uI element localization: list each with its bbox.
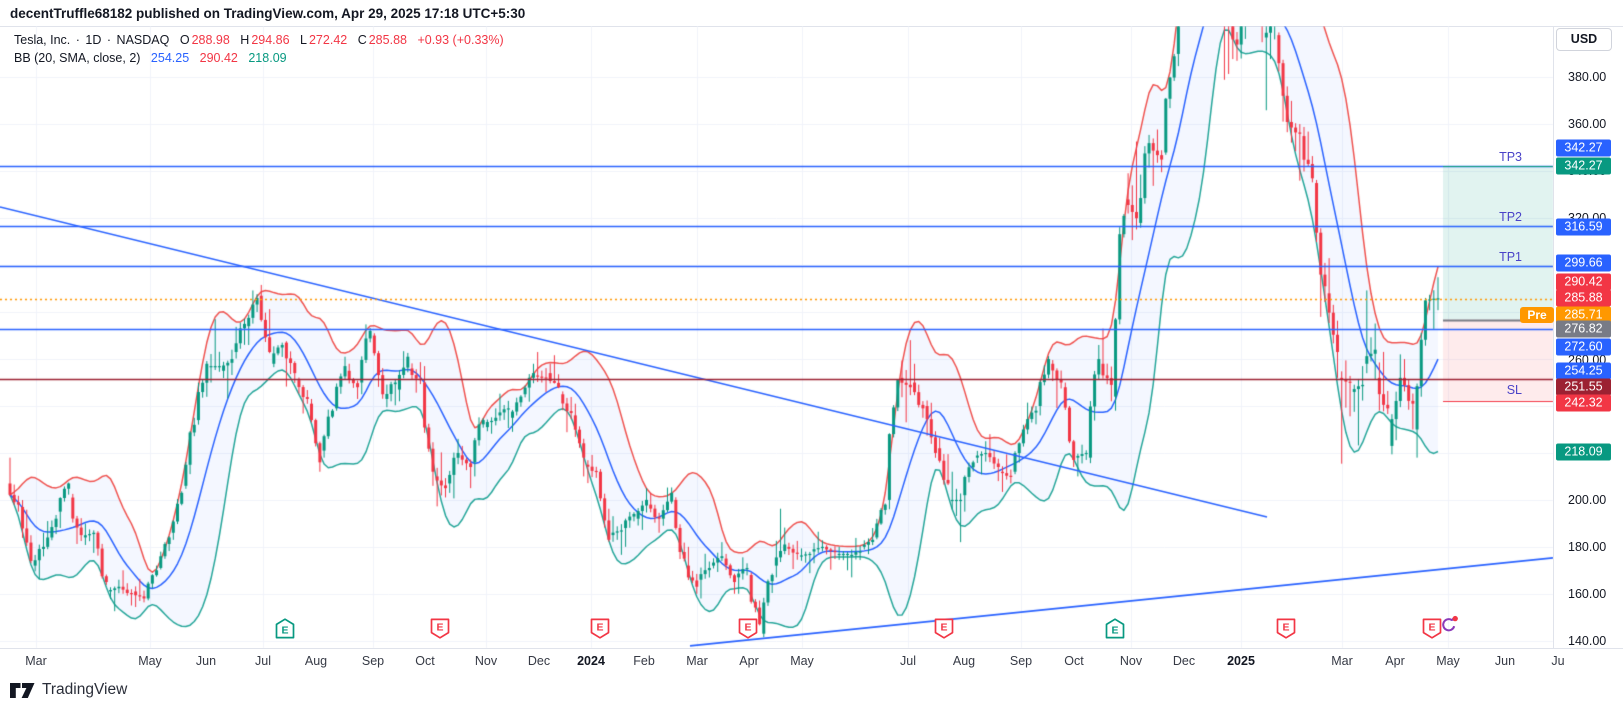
price-badge: 342.27 xyxy=(1556,157,1611,175)
time-axis-label: Sep xyxy=(361,654,385,668)
price-axis-label: 160.00 xyxy=(1568,587,1607,601)
earnings-icon[interactable]: E xyxy=(1422,618,1442,644)
price-badge: 299.66 xyxy=(1556,254,1611,272)
time-axis-label: Nov xyxy=(474,654,498,668)
price-badge: 276.82 xyxy=(1556,320,1611,338)
price-badge: 254.25 xyxy=(1556,362,1611,380)
low-value: 272.42 xyxy=(308,33,348,47)
price-axis-label: 360.00 xyxy=(1568,117,1607,131)
time-axis-label: Ju xyxy=(1551,654,1565,668)
svg-text:E: E xyxy=(940,622,947,634)
time-axis-border xyxy=(0,648,1623,649)
bb-lower-value: 218.09 xyxy=(248,51,287,65)
time-axis-label: May xyxy=(138,654,162,668)
earnings-icon[interactable]: E xyxy=(590,618,610,644)
earnings-icon[interactable]: E xyxy=(738,618,758,644)
price-badge: 316.59 xyxy=(1556,218,1611,236)
price-axis-label: 380.00 xyxy=(1568,70,1607,84)
level-label-tp3: TP3 xyxy=(1499,149,1522,164)
level-label-tp1: TP1 xyxy=(1499,249,1522,264)
legend-separator: · xyxy=(106,33,112,47)
legend-separator: · xyxy=(75,33,80,47)
price-badge: 342.27 xyxy=(1556,139,1611,157)
symbol-legend-row[interactable]: Tesla, Inc. · 1D · NASDAQ O 288.98 H 294.8… xyxy=(14,31,506,49)
svg-text:E: E xyxy=(1111,625,1118,637)
time-axis-label: Mar xyxy=(25,654,47,668)
price-chart-canvas[interactable] xyxy=(0,26,1623,708)
time-axis-label: Dec xyxy=(527,654,551,668)
price-badge: 290.42 xyxy=(1556,273,1611,291)
time-axis-label: Oct xyxy=(415,654,435,668)
earnings-icon[interactable]: E xyxy=(1105,618,1125,644)
earnings-icon[interactable]: E xyxy=(1276,618,1296,644)
time-axis-label: Mar xyxy=(686,654,708,668)
price-axis-label: 140.00 xyxy=(1568,634,1607,648)
close-value: 285.88 xyxy=(368,33,407,47)
time-axis-label: May xyxy=(1436,654,1460,668)
time-axis-label: Nov xyxy=(1119,654,1143,668)
svg-text:E: E xyxy=(281,625,288,637)
price-axis-label: 200.00 xyxy=(1568,493,1607,507)
svg-text:E: E xyxy=(436,622,443,634)
time-axis-label: 2024 xyxy=(577,654,605,668)
time-axis-label: Jul xyxy=(900,654,916,668)
time-axis-label: May xyxy=(790,654,814,668)
price-badge: 242.32 xyxy=(1556,394,1611,412)
close-label: C xyxy=(357,33,367,47)
open-label: O xyxy=(179,33,190,47)
earnings-icon[interactable]: E xyxy=(430,618,450,644)
open-value: 288.98 xyxy=(191,33,230,47)
svg-text:E: E xyxy=(744,622,751,634)
tradingview-brand-text: TradingView xyxy=(42,681,128,698)
chart-legend: Tesla, Inc. · 1D · NASDAQ O 288.98 H 294.8… xyxy=(14,31,506,67)
svg-text:E: E xyxy=(1282,622,1289,634)
svg-text:E: E xyxy=(1428,622,1435,634)
high-value: 294.86 xyxy=(251,33,290,47)
indicator-legend-row[interactable]: BB (20, SMA, close, 2) 254.25 290.42 218… xyxy=(14,49,506,67)
time-axis-label: Jun xyxy=(1494,654,1516,668)
bb-upper-value: 290.42 xyxy=(199,51,238,65)
symbol-name[interactable]: Tesla, Inc. xyxy=(14,33,71,47)
price-badge: 218.09 xyxy=(1556,443,1611,461)
change-value: +0.93 (+0.33%) xyxy=(417,33,504,47)
time-axis-label: Oct xyxy=(1064,654,1084,668)
time-axis-label: Dec xyxy=(1172,654,1196,668)
earnings-icon[interactable]: E xyxy=(275,618,295,644)
time-axis-label: Mar xyxy=(1331,654,1353,668)
upcoming-earnings-icon[interactable] xyxy=(1438,614,1460,641)
high-label: H xyxy=(240,33,250,47)
bb-basis-value: 254.25 xyxy=(150,51,190,65)
tradingview-logo-icon xyxy=(10,682,35,698)
level-label-tp2: TP2 xyxy=(1499,210,1522,225)
time-axis-label: Feb xyxy=(633,654,655,668)
attribution-text: decentTruffle68182 published on TradingV… xyxy=(10,6,526,21)
time-axis-label: Apr xyxy=(1385,654,1405,668)
earnings-icon[interactable]: E xyxy=(934,618,954,644)
low-label: L xyxy=(300,33,307,47)
tradingview-footer[interactable]: TradingView xyxy=(10,681,127,699)
time-axis-label: Sep xyxy=(1009,654,1033,668)
time-axis-label: Jun xyxy=(195,654,217,668)
price-badge: 272.60 xyxy=(1556,338,1611,356)
price-badge: 285.88 xyxy=(1556,289,1611,307)
price-axis-label: 180.00 xyxy=(1568,540,1607,554)
time-axis-label: Jul xyxy=(255,654,271,668)
price-badge: 251.55 xyxy=(1556,378,1611,396)
time-axis-label: Apr xyxy=(739,654,759,668)
time-axis-label: 2025 xyxy=(1227,654,1255,668)
price-axis-border xyxy=(1553,26,1554,648)
indicator-title[interactable]: BB (20, SMA, close, 2) xyxy=(14,51,141,65)
svg-text:E: E xyxy=(596,622,603,634)
time-axis-label: Aug xyxy=(952,654,976,668)
symbol-exchange: NASDAQ xyxy=(116,33,170,47)
time-axis-label: Aug xyxy=(304,654,328,668)
premarket-tag: Pre xyxy=(1520,307,1554,323)
symbol-interval[interactable]: 1D xyxy=(85,33,102,47)
level-label-sl: SL xyxy=(1506,382,1522,397)
currency-toggle-button[interactable]: USD xyxy=(1556,28,1612,51)
price-badge: 285.71 xyxy=(1556,306,1611,324)
